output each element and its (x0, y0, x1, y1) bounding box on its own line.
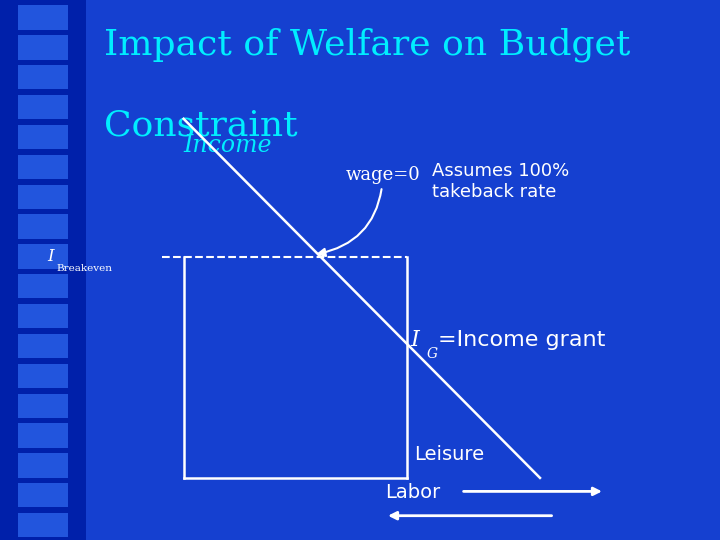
Text: =Income grant: =Income grant (438, 330, 605, 350)
Bar (18, 185, 68, 209)
Bar (18, 483, 68, 508)
Text: Assumes 100%
takeback rate: Assumes 100% takeback rate (432, 162, 570, 201)
Text: Labor: Labor (385, 483, 441, 502)
Bar (18, 364, 68, 388)
Text: I: I (47, 248, 53, 265)
Text: Impact of Welfare on Budget: Impact of Welfare on Budget (104, 27, 631, 62)
Bar (18, 334, 68, 358)
Text: G: G (426, 347, 437, 361)
Bar (18, 394, 68, 418)
Text: Leisure: Leisure (414, 446, 484, 464)
Bar (18, 154, 68, 179)
Text: Constraint: Constraint (104, 108, 298, 142)
Bar (0, 0, 86, 540)
Bar (18, 95, 68, 119)
Bar (18, 513, 68, 537)
Bar (18, 65, 68, 90)
Bar (18, 214, 68, 239)
Bar (18, 244, 68, 268)
Bar (18, 453, 68, 477)
Text: wage=0: wage=0 (318, 166, 420, 256)
Bar (18, 274, 68, 299)
Text: I: I (410, 329, 419, 351)
Bar (18, 5, 68, 30)
Bar (18, 304, 68, 328)
Bar (18, 125, 68, 149)
Text: Breakeven: Breakeven (56, 264, 112, 273)
Bar (18, 35, 68, 59)
Text: Income: Income (184, 133, 272, 157)
Bar (18, 423, 68, 448)
